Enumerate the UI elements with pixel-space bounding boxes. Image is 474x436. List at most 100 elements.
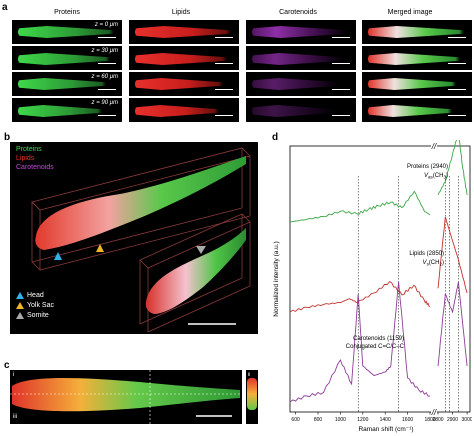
scale-bar xyxy=(332,88,350,90)
fish-signal xyxy=(252,105,336,117)
channel-label-lipids: Lipids xyxy=(16,155,35,162)
x-tick-label: 2900 xyxy=(447,417,458,423)
triangle-icon xyxy=(16,301,24,309)
x-tick-label: 1200 xyxy=(357,417,368,423)
x-tick-label: 800 xyxy=(314,417,323,423)
scale-bar xyxy=(332,62,350,64)
fish-signal xyxy=(18,26,114,38)
x-tick-label: 600 xyxy=(291,417,300,423)
scale-bar xyxy=(448,36,466,38)
panel-b-3d-render: Proteins Lipids Carotenoids Head Yolk Sa… xyxy=(10,142,258,334)
image-tile xyxy=(129,98,239,122)
x-tick-label: 3000 xyxy=(462,417,472,423)
depth-label: z = 60 μm xyxy=(91,74,118,80)
image-tile xyxy=(362,46,472,70)
image-tile xyxy=(246,20,356,44)
annotation-proteins-mode: Vas(CH3) xyxy=(424,173,448,180)
column-header-merged: Merged image xyxy=(387,9,433,16)
fish-signal xyxy=(368,105,452,117)
legend-item-yolk-sac: Yolk Sac xyxy=(16,300,54,310)
yolk-sac-marker xyxy=(96,244,104,252)
image-tile xyxy=(362,98,472,122)
scale-bar xyxy=(98,62,116,64)
legend-item-somite: Somite xyxy=(16,310,54,320)
column-header-carotenoids: Carotenoids xyxy=(279,9,317,16)
image-tile xyxy=(129,46,239,70)
series-line-carotenoids xyxy=(289,281,468,403)
axis-break-mark: // xyxy=(431,408,437,417)
depth-label: z = 90 μm xyxy=(91,100,118,106)
panel-d-letter: d xyxy=(272,132,279,143)
series-line-lipids xyxy=(289,216,468,313)
panel-c-sublabel-iii: iii xyxy=(13,414,17,420)
panel-c-svg xyxy=(10,370,242,424)
annotation-carotenoids: Carotenoids (1159) Conjugated C=C/C–C xyxy=(346,336,405,350)
fish-signal xyxy=(135,26,231,38)
image-tile xyxy=(129,20,239,44)
axis-break-gap xyxy=(431,144,437,414)
head-marker xyxy=(54,252,62,260)
image-tile: z = 0 μm xyxy=(12,20,122,44)
annotation-lipids: Lipids (2850) xyxy=(409,251,444,257)
panel-a-letter: a xyxy=(2,2,8,13)
fish-signal xyxy=(135,53,227,65)
fish-signal xyxy=(368,78,456,90)
panel-c-letter: c xyxy=(4,360,10,371)
image-tile xyxy=(246,72,356,96)
channel-label-proteins: Proteins xyxy=(16,146,42,153)
plot-frame xyxy=(289,145,471,413)
scale-bar xyxy=(448,114,466,116)
fish-signal xyxy=(252,53,344,65)
x-tick-label: 1000 xyxy=(335,417,346,423)
fish-render-1 xyxy=(35,156,246,250)
scale-bar xyxy=(448,62,466,64)
x-tick-label: 1400 xyxy=(380,417,391,423)
x-axis-label: Raman shift (cm⁻¹) xyxy=(358,426,413,433)
somite-marker xyxy=(196,246,206,254)
column-header-proteins: Proteins xyxy=(54,9,80,16)
image-tile xyxy=(246,98,356,122)
x-tick-label: 2800 xyxy=(432,417,443,423)
fish-signal xyxy=(18,53,110,65)
x-tick-label: 1800 xyxy=(424,417,435,423)
scale-bar xyxy=(332,36,350,38)
fish-signal xyxy=(18,78,106,90)
scale-bar xyxy=(98,36,116,38)
scale-bar xyxy=(98,88,116,90)
scale-bar xyxy=(332,114,350,116)
panel-c-sublabel-ii: ii xyxy=(248,372,251,378)
channel-label-carotenoids: Carotenoids xyxy=(16,164,54,171)
scale-bar xyxy=(215,62,233,64)
scale-bar xyxy=(98,114,116,116)
x-tick-label: 1600 xyxy=(402,417,413,423)
column-header-lipids: Lipids xyxy=(171,9,191,16)
annotation-proteins: Proteins (2940) xyxy=(407,164,448,170)
legend-item-head: Head xyxy=(16,290,54,300)
image-tile xyxy=(246,46,356,70)
axis-break-mark: // xyxy=(431,142,437,151)
scale-bar xyxy=(215,114,233,116)
depth-label: z = 30 μm xyxy=(91,48,118,54)
fish-signal xyxy=(135,78,223,90)
image-tile: z = 60 μm xyxy=(12,72,122,96)
fish-signal xyxy=(252,26,348,38)
y-axis-label: Normalized intensity (a.u.) xyxy=(273,241,280,317)
image-tile: z = 90 μm xyxy=(12,98,122,122)
fish-signal xyxy=(368,53,460,65)
fish-signal xyxy=(252,78,340,90)
image-tile xyxy=(362,20,472,44)
annotation-lipids-mode: Vs(CH2) xyxy=(423,260,444,267)
scale-bar xyxy=(215,88,233,90)
panel-c-sublabel-i: i xyxy=(13,372,15,378)
image-tile xyxy=(129,72,239,96)
image-tile: z = 30 μm xyxy=(12,46,122,70)
fish-signal xyxy=(368,26,464,38)
depth-label: z = 0 μm xyxy=(94,22,118,28)
panel-b-letter: b xyxy=(4,132,11,143)
fish-render-2 xyxy=(145,228,246,314)
panel-c-side-view: ii xyxy=(246,370,258,424)
triangle-icon xyxy=(16,291,24,299)
fish-signal xyxy=(135,105,219,117)
scale-bar xyxy=(448,88,466,90)
